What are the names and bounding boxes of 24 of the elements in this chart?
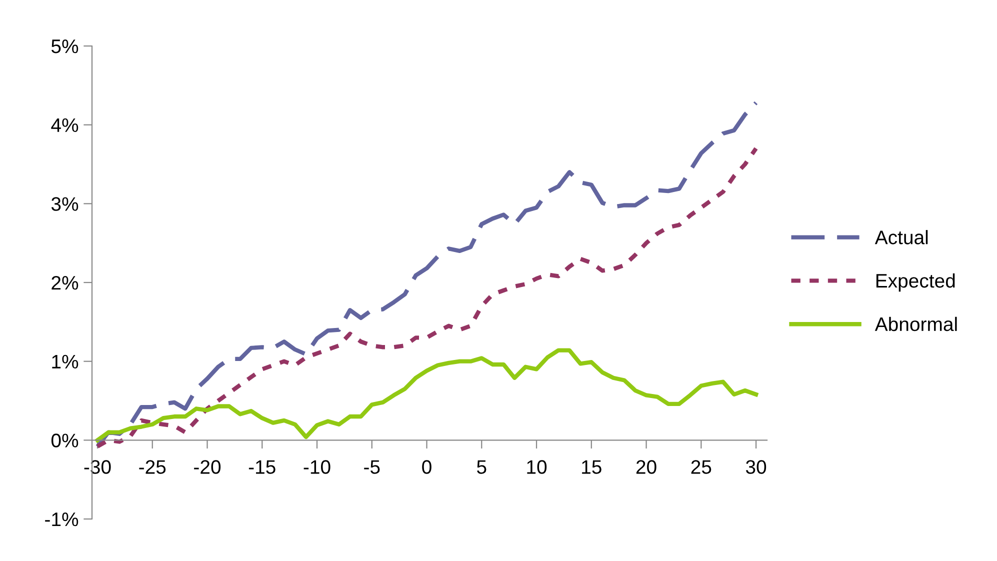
x-tick-label: -20 — [194, 460, 221, 474]
x-tick-label: 20 — [636, 460, 656, 474]
x-tick-label: -30 — [84, 460, 111, 474]
y-tick-label: 3% — [51, 197, 78, 211]
legend-label: Expected — [876, 273, 955, 292]
legend-label: Abnormal — [874, 316, 957, 332]
x-tick-label: -5 — [364, 460, 380, 474]
x-tick-label: 0 — [422, 460, 432, 474]
x-tick-label: -15 — [248, 460, 276, 474]
x-tick-label: 25 — [691, 460, 712, 474]
legend-label: Actual — [874, 230, 928, 244]
x-tick-label: 10 — [527, 460, 547, 474]
x-tick-label: 5 — [477, 460, 486, 474]
y-tick-label: 0% — [51, 434, 78, 448]
x-tick-label: -10 — [304, 460, 330, 474]
x-tick-label: -25 — [139, 460, 166, 474]
y-tick-label: 4% — [51, 118, 78, 132]
y-tick-label: 1% — [52, 354, 78, 368]
y-tick-label: 5% — [51, 40, 78, 54]
y-tick-label: -1% — [45, 512, 78, 526]
y-tick-label: 2% — [52, 276, 78, 290]
line-series — [95, 348, 758, 442]
x-tick-label: 15 — [582, 460, 602, 474]
x-tick-label: 30 — [746, 460, 766, 474]
